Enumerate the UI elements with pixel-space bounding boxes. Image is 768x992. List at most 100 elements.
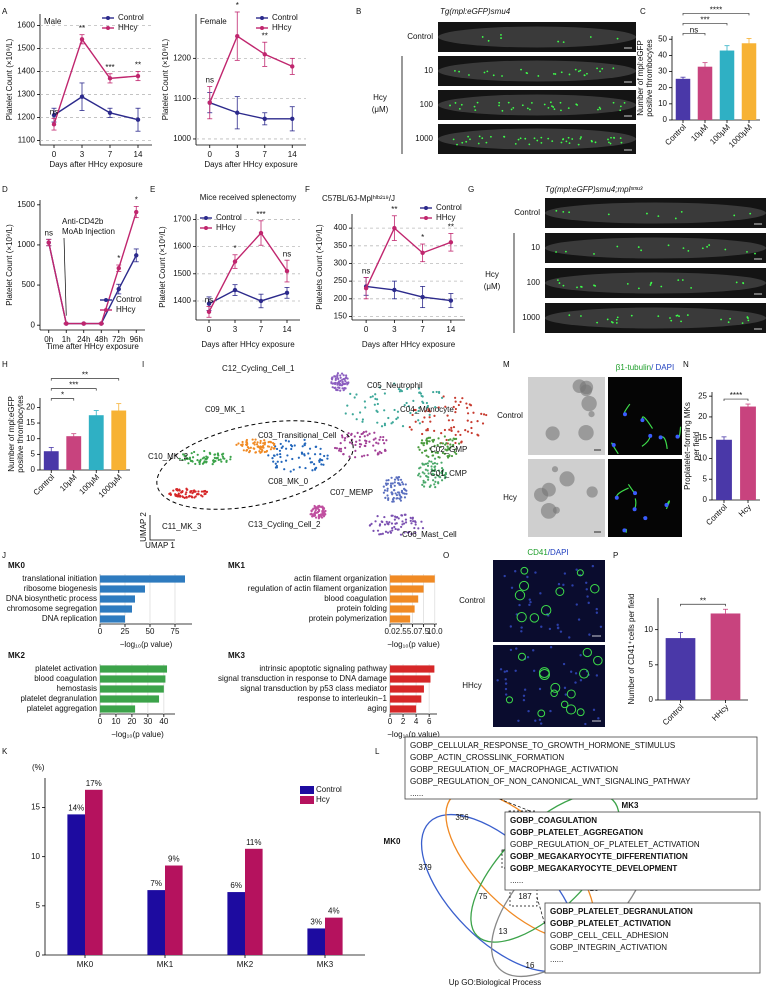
umap-cell [427, 408, 430, 411]
y-tick-label: 10 [644, 625, 653, 634]
gfp-signal [619, 105, 622, 108]
umap-cell [441, 451, 445, 454]
nucleus [584, 722, 587, 726]
x-tick-label: 7 [108, 150, 113, 159]
umap-cell [428, 413, 431, 416]
umap-cell [196, 453, 199, 456]
value-label: 4% [328, 907, 340, 916]
nucleus [563, 686, 567, 690]
bar [100, 685, 164, 693]
gfp-signal [646, 212, 648, 215]
umap-cell [354, 456, 357, 459]
x-tick-label: Control [663, 122, 688, 147]
gfp-signal [568, 73, 571, 76]
umap-cell [429, 420, 432, 423]
row-label: 10 [424, 66, 433, 75]
gfp-signal [555, 251, 557, 253]
umap-cell [403, 487, 406, 490]
umap-cell [263, 443, 266, 446]
nucleus [574, 681, 577, 684]
umap-cell [372, 438, 375, 441]
umap-cell [391, 529, 394, 532]
umap-cell [454, 400, 457, 403]
channel-label: / DAPI [651, 363, 674, 372]
umap-cell [192, 490, 196, 493]
nucleus [510, 586, 514, 590]
umap-cell [451, 439, 454, 442]
umap-cell [307, 452, 310, 455]
umap-cell [435, 390, 438, 394]
umap-cell [433, 444, 436, 447]
umap-cell [434, 406, 437, 409]
y-tick-label: 5 [36, 901, 41, 910]
cd41-cell [565, 704, 577, 715]
umap-cell [293, 444, 296, 447]
umap-cell [437, 455, 440, 459]
gfp-signal [612, 67, 615, 70]
umap-cell [442, 395, 445, 398]
gfp-signal [519, 137, 522, 140]
nucleus [518, 603, 521, 607]
significance: ns [50, 108, 58, 117]
data-point [51, 112, 57, 118]
umap-cell [320, 463, 323, 466]
umap-cell [175, 488, 178, 491]
umap-cell [256, 441, 259, 444]
umap-cell [422, 441, 426, 445]
nucleus [568, 636, 571, 639]
gfp-signal [476, 101, 479, 104]
umap-cell [318, 514, 321, 517]
nucleus [586, 595, 589, 598]
umap-cell [180, 491, 183, 494]
umap-cell [279, 455, 282, 459]
umap-cell [472, 411, 475, 414]
nucleus [648, 433, 653, 438]
significance: * [421, 233, 424, 242]
umap-cell [423, 472, 426, 475]
umap-cell [350, 433, 353, 436]
y-tick-label: blood coagulation [324, 594, 387, 603]
umap-cell [205, 461, 208, 464]
umap-cell [355, 418, 358, 421]
umap-cell [376, 514, 379, 518]
bar [740, 406, 756, 500]
gfp-signal [579, 69, 582, 72]
umap-cell [399, 499, 402, 502]
series-line [53, 37, 139, 125]
umap-cell [382, 491, 385, 494]
x-tick-label: 7 [263, 150, 268, 159]
umap-cell [181, 495, 184, 498]
umap-cell [439, 442, 442, 445]
gfp-signal [599, 108, 602, 110]
gfp-signal [678, 315, 680, 318]
annotation-arrow [63, 237, 67, 316]
umap-cell [183, 458, 187, 461]
umap-cell [433, 462, 436, 465]
nucleus [557, 582, 561, 586]
umap-cell [366, 454, 369, 457]
row-label: Control [497, 411, 523, 420]
umap-cell [319, 453, 322, 456]
gfp-signal [540, 141, 543, 144]
umap-cell [418, 472, 421, 475]
venn-count: 16 [526, 961, 535, 970]
umap-cell [393, 408, 396, 412]
umap-cell [383, 392, 386, 395]
umap-cell [437, 469, 440, 472]
panel-label: G [468, 185, 474, 194]
gfp-signal [568, 211, 571, 214]
gfp-signal [554, 73, 557, 75]
gfp-signal [530, 102, 533, 104]
umap-cell [320, 505, 324, 508]
gfp-signal [557, 40, 560, 43]
gfp-signal [487, 39, 490, 42]
umap-cell [401, 523, 404, 526]
umap-cell [389, 530, 392, 533]
umap-cell [333, 446, 337, 450]
umap-cell [298, 466, 301, 469]
data-point [258, 298, 264, 304]
umap-cell [396, 491, 400, 494]
umap-cell [393, 518, 396, 521]
umap-cell [399, 478, 403, 481]
x-tick-label: 14 [134, 150, 143, 159]
